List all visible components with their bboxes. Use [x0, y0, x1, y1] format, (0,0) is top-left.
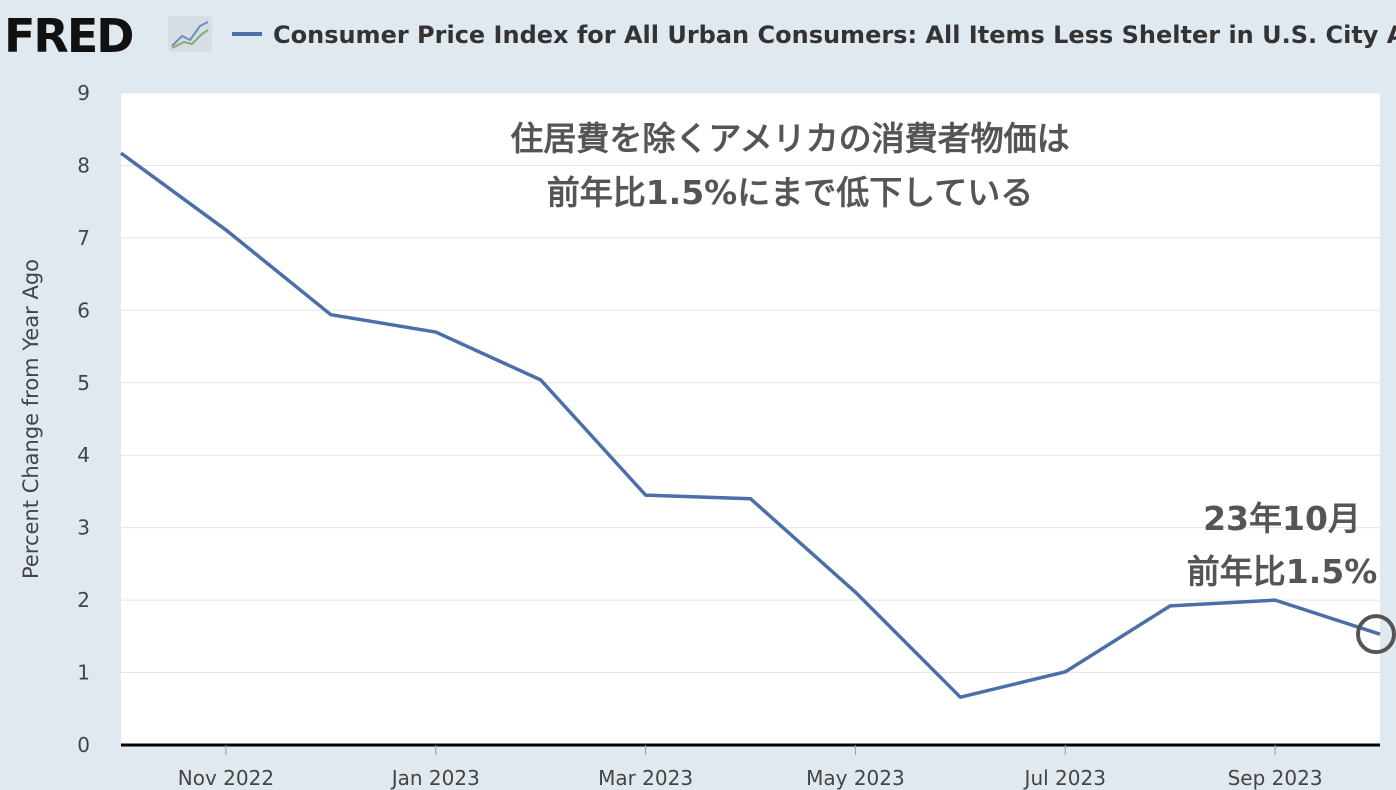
y-tick-label: 8 — [77, 153, 90, 177]
y-tick-label: 9 — [77, 81, 90, 105]
x-tick-label: Mar 2023 — [598, 766, 693, 790]
y-tick-label: 1 — [77, 661, 90, 685]
y-tick-label: 4 — [77, 443, 90, 467]
annotation: 前年比1.5%にまで低下している — [547, 173, 1034, 212]
x-tick-label: Sep 2023 — [1228, 766, 1323, 790]
x-tick-label: Jul 2023 — [1023, 766, 1106, 790]
annotation: 23年10月 — [1203, 499, 1361, 538]
y-axis-label: Percent Change from Year Ago — [19, 259, 43, 579]
annotation: 住居費を除くアメリカの消費者物価は — [510, 119, 1069, 158]
x-tick-label: May 2023 — [806, 766, 905, 790]
plot-area — [121, 93, 1380, 745]
y-tick-label: 2 — [77, 588, 90, 612]
highlight-circle — [1356, 614, 1396, 655]
y-tick-label: 7 — [77, 226, 90, 250]
annotation: 前年比1.5% — [1187, 552, 1378, 591]
y-tick-label: 0 — [77, 733, 90, 757]
data-line — [119, 151, 1381, 699]
grid — [121, 92, 1380, 746]
x-tick-label: Jan 2023 — [390, 766, 480, 790]
y-tick-label: 3 — [77, 516, 90, 540]
x-tick-label: Nov 2022 — [178, 766, 274, 790]
logo-icon — [168, 16, 212, 52]
logo: FRED — [4, 9, 132, 63]
y-tick-label: 6 — [77, 298, 90, 322]
legend-label: Consumer Price Index for All Urban Consu… — [273, 21, 1396, 49]
y-tick-label: 5 — [77, 371, 90, 395]
